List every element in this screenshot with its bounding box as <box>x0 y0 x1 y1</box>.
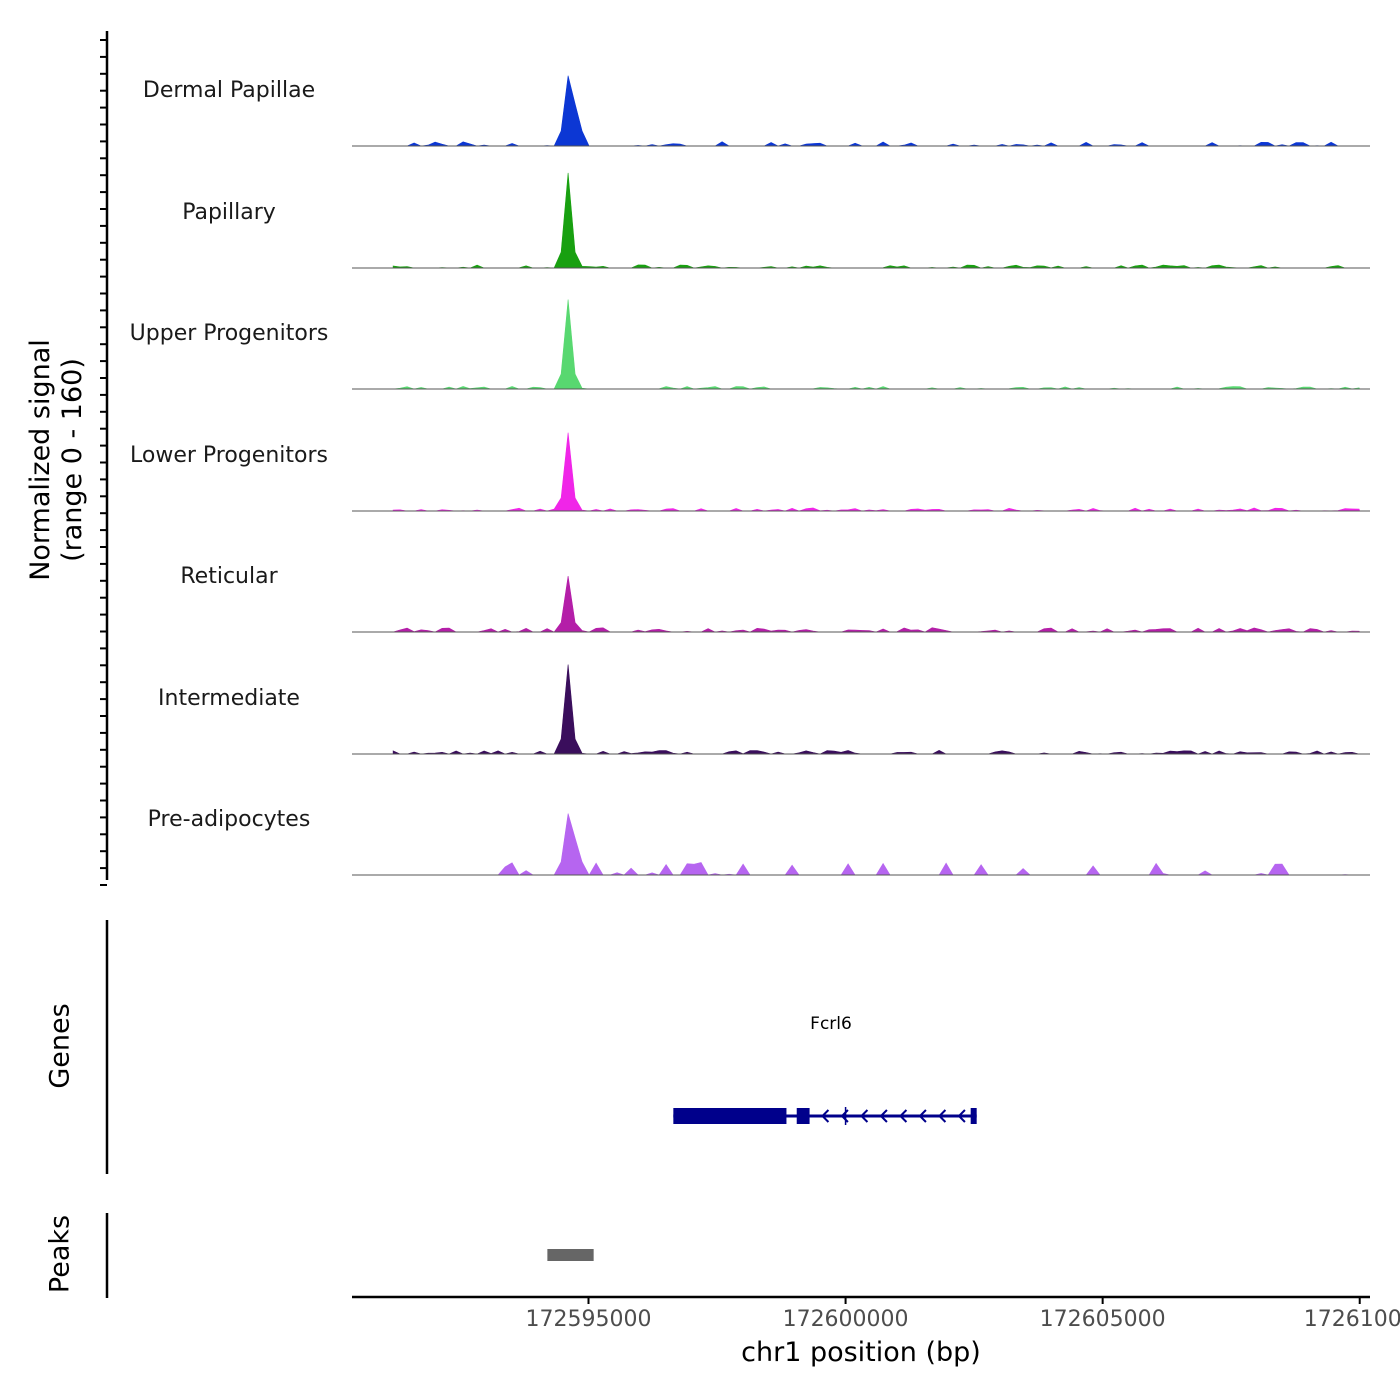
track-label-lower-progenitors: Lower Progenitors <box>130 443 328 468</box>
x-axis-label: chr1 position (bp) <box>741 1337 981 1368</box>
x-tick-label-1: 172595000 <box>525 1307 652 1332</box>
coverage-area-2 <box>392 172 1360 269</box>
peaks-panel-label: Peaks <box>44 1214 76 1294</box>
gene-strand-arrow <box>821 1109 830 1123</box>
coverage-area-5 <box>393 575 1361 633</box>
coverage-y-axis-label: Normalized signal (range 0 - 160) <box>25 339 89 581</box>
gene-strand-arrow <box>918 1109 927 1123</box>
gene-strand-arrow <box>860 1109 869 1123</box>
gene-strand-arrow <box>938 1109 947 1123</box>
x-tick-label-3: 172605000 <box>1039 1307 1166 1332</box>
gene-label-fcrl6: Fcrl6 <box>810 1014 852 1034</box>
track-label-intermediate: Intermediate <box>158 686 300 711</box>
peak-track <box>547 1249 594 1261</box>
coverage-area-3 <box>393 299 1361 390</box>
track-label-papillary: Papillary <box>182 200 276 225</box>
genes-panel-label: Genes <box>44 1003 76 1089</box>
gene-track <box>673 1107 977 1125</box>
x-tick-label-2: 172600000 <box>782 1307 909 1332</box>
gene-strand-arrow <box>840 1109 849 1123</box>
gene-exon-1 <box>673 1108 787 1124</box>
y-axis-label-line2: (range 0 - 160) <box>57 358 88 562</box>
track-label-pre-adipocytes: Pre-adipocytes <box>147 807 311 832</box>
coverage-area-6 <box>392 664 1360 755</box>
gene-end-cap <box>970 1108 977 1124</box>
coverage-area-4 <box>392 432 1361 512</box>
track-label-dermal-papillae: Dermal Papillae <box>142 78 316 103</box>
x-tick-label-4: 17261000 <box>1303 1307 1400 1332</box>
coverage-tracks <box>352 75 1370 876</box>
gene-exon-2 <box>796 1108 810 1124</box>
left-axes <box>100 31 109 1298</box>
gene-strand-arrow <box>879 1109 888 1123</box>
track-label-upper-progenitors: Upper Progenitors <box>129 321 329 346</box>
y-axis-label-line1: Normalized signal <box>25 339 56 581</box>
gene-strand-arrow <box>899 1109 908 1123</box>
x-axis <box>352 1295 1370 1304</box>
track-label-reticular: Reticular <box>180 564 278 589</box>
coverage-area-1 <box>393 75 1360 147</box>
coverage-area-7 <box>393 813 1360 876</box>
peak-region-1 <box>547 1249 594 1261</box>
gene-strand-arrow <box>957 1109 966 1123</box>
